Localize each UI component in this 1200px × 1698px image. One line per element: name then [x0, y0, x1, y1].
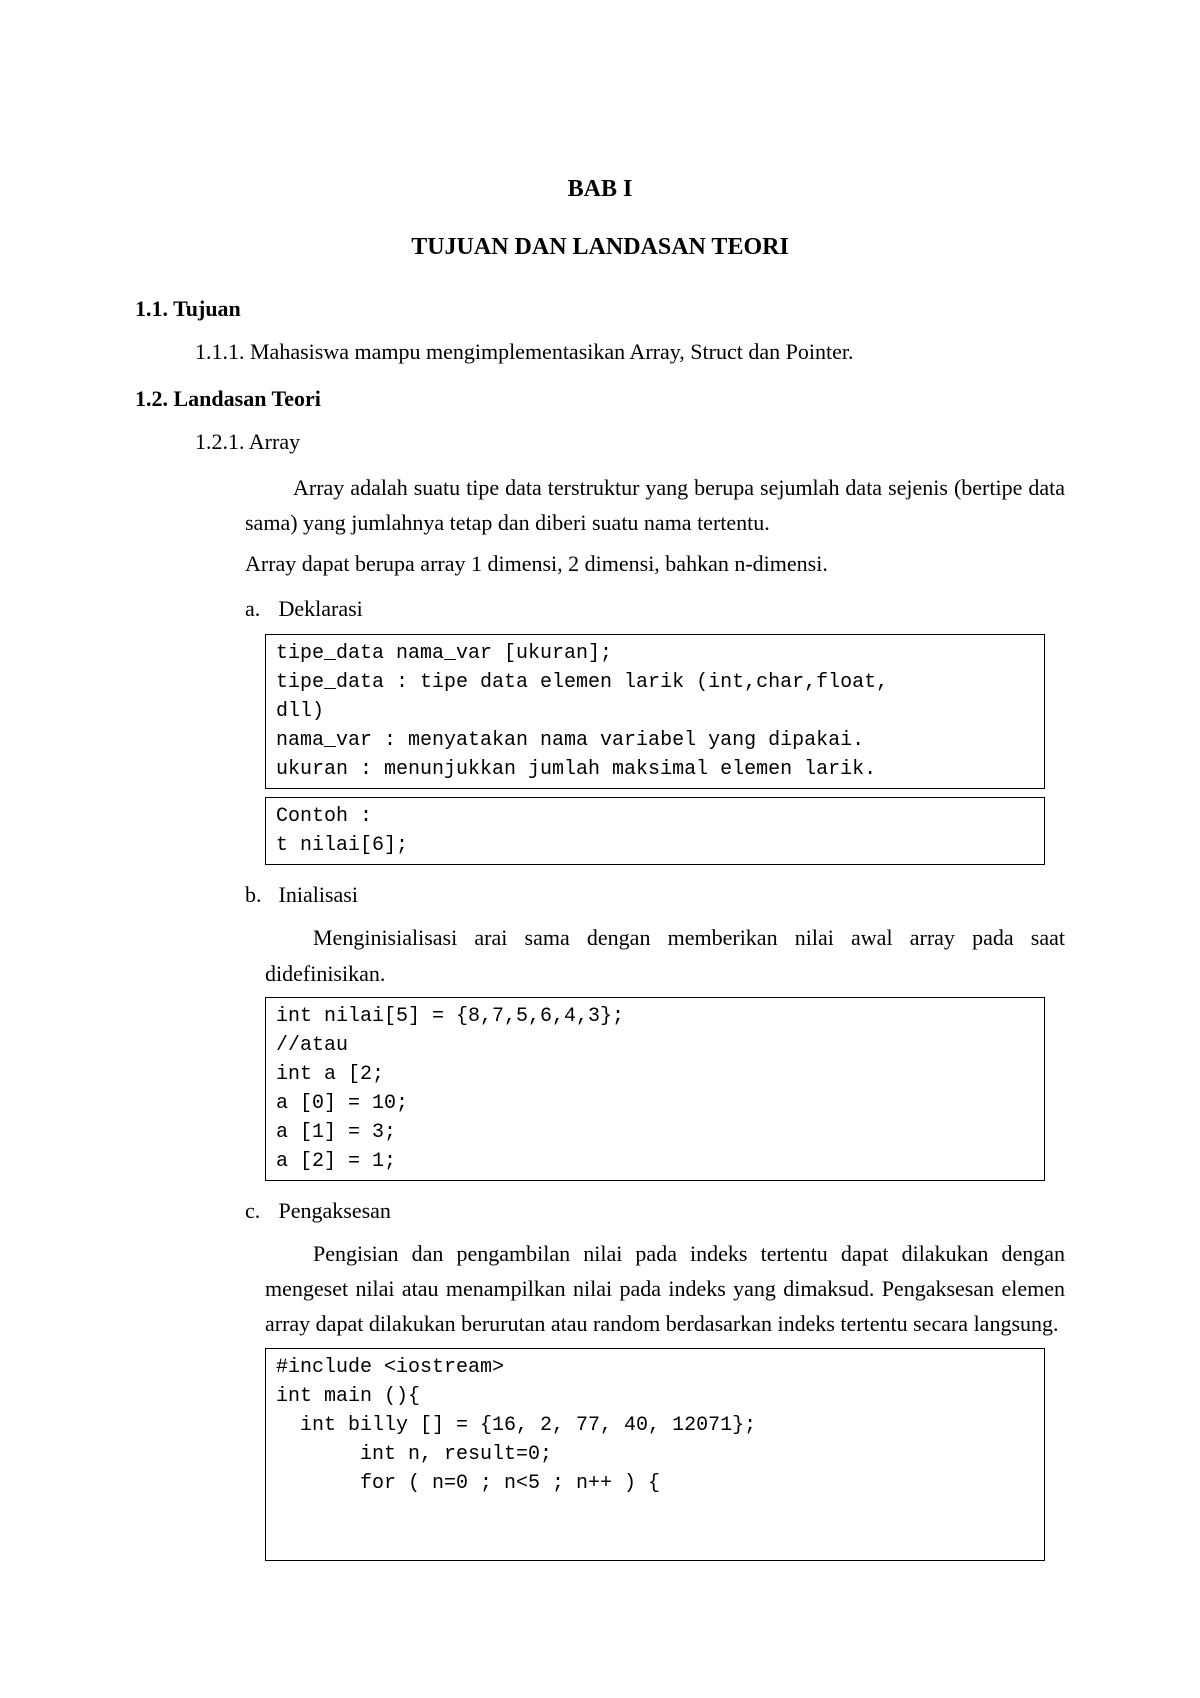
- array-paragraph-1: Array adalah suatu tipe data terstruktur…: [245, 470, 1065, 540]
- array-paragraph-2: Array dapat berupa array 1 dimensi, 2 di…: [245, 546, 1065, 581]
- chapter-title: TUJUAN DAN LANDASAN TEORI: [135, 228, 1065, 266]
- chapter-number: BAB I: [135, 170, 1065, 208]
- list-marker-c: c.: [245, 1193, 273, 1228]
- list-marker-a: a.: [245, 591, 273, 626]
- list-marker-b: b.: [245, 877, 273, 912]
- section-1-item: 1.1.1. Mahasiswa mampu mengimplementasik…: [195, 334, 1065, 369]
- list-label-b: Inialisasi: [279, 882, 358, 907]
- section-2-heading: 1.2. Landasan Teori: [135, 381, 1065, 416]
- section-1-heading: 1.1. Tujuan: [135, 291, 1065, 326]
- code-pengaksesan: #include <iostream> int main (){ int bil…: [265, 1348, 1045, 1561]
- list-label-a: Deklarasi: [279, 596, 363, 621]
- pengaksesan-paragraph: Pengisian dan pengambilan nilai pada ind…: [265, 1236, 1065, 1342]
- list-item-a: a. Deklarasi: [245, 591, 1065, 626]
- code-deklarasi-1: tipe_data nama_var [ukuran]; tipe_data :…: [265, 634, 1045, 789]
- list-item-b: b. Inialisasi: [245, 877, 1065, 912]
- inialisasi-paragraph: Menginisialisasi arai sama dengan member…: [265, 920, 1065, 990]
- list-label-c: Pengaksesan: [279, 1198, 391, 1223]
- code-deklarasi-2: Contoh : t nilai[6];: [265, 797, 1045, 865]
- code-inialisasi: int nilai[5] = {8,7,5,6,4,3}; //atau int…: [265, 997, 1045, 1181]
- section-2-subheading: 1.2.1. Array: [195, 424, 1065, 459]
- list-item-c: c. Pengaksesan: [245, 1193, 1065, 1228]
